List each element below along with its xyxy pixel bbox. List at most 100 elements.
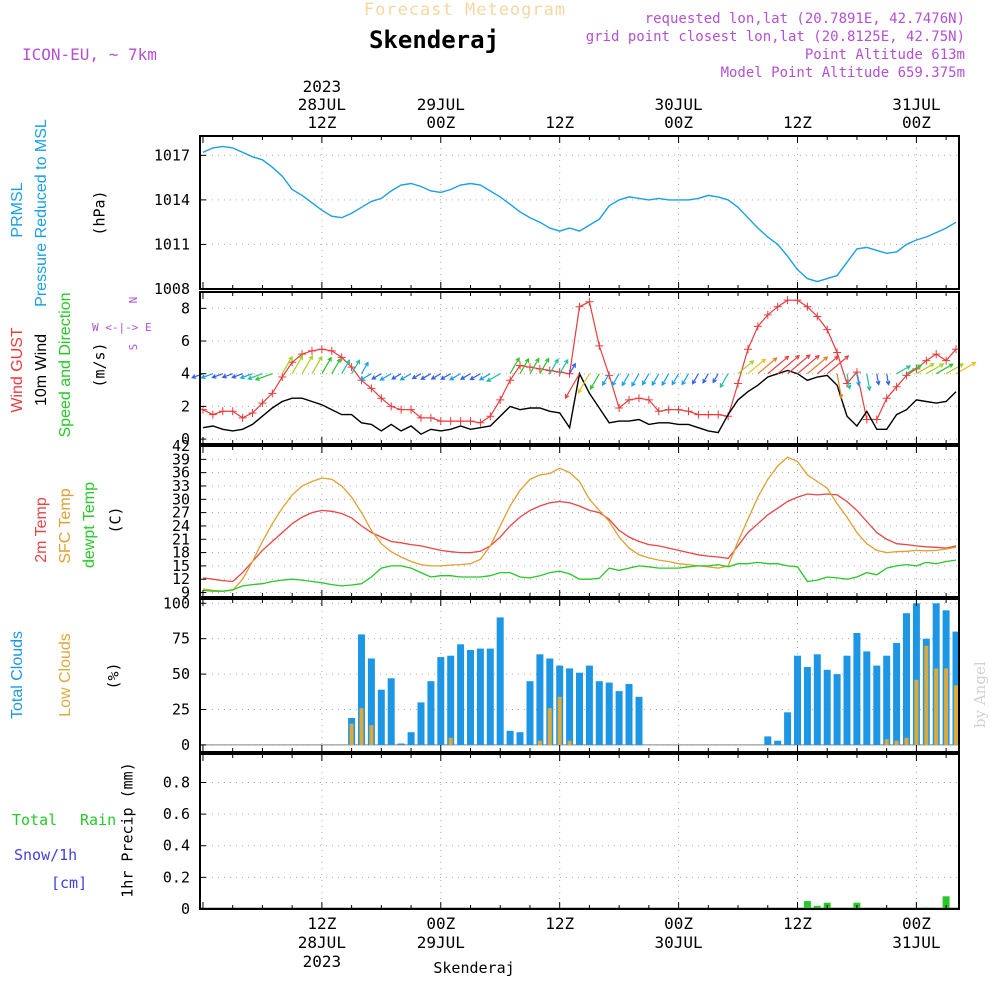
top-axis-hour-label: 00Z	[902, 113, 931, 132]
panel-frame	[199, 753, 960, 910]
wind-direction-arrow	[826, 355, 850, 375]
top-axis-date-label: 30JUL	[655, 95, 703, 114]
snow-unit-label: [cm]	[51, 874, 87, 892]
wind-direction-arrow	[311, 355, 323, 374]
grid-layer	[200, 136, 959, 909]
y-tick-label: 24	[172, 517, 190, 535]
wind-direction-arrow	[459, 373, 471, 380]
total-clouds-bar	[476, 648, 484, 745]
total-clouds-bar	[358, 634, 365, 745]
total-clouds-bar	[595, 681, 603, 745]
low-clouds-bar	[934, 668, 939, 745]
wind-gust-point	[525, 363, 534, 372]
wind-gust-point	[248, 408, 257, 417]
wind-direction-arrow	[885, 373, 891, 386]
wind-direction-arrow	[712, 373, 719, 384]
rain-bar	[813, 905, 821, 909]
wind-gust-point	[882, 394, 891, 403]
wind-direction-arrow	[221, 373, 233, 379]
low-clouds-bar	[359, 708, 364, 745]
total-clouds-bar	[784, 712, 792, 745]
compass-s-label: S	[127, 344, 140, 351]
low-clouds-bar	[537, 740, 542, 745]
total-clouds-bar	[605, 682, 613, 745]
wind-gust-point	[238, 413, 247, 422]
total-clouds-bar	[893, 642, 901, 745]
total-clouds-bar	[387, 678, 395, 745]
dewpt-temp-label: dewpt Temp	[81, 482, 98, 568]
wind-gust-point	[694, 410, 703, 419]
y-tick-label: 0.4	[163, 837, 190, 855]
wind-gust-point	[278, 372, 287, 381]
wind-gust-point	[674, 405, 683, 414]
total-clouds-bar	[377, 689, 385, 745]
y-tick-label: 12	[172, 570, 190, 588]
wind-direction-arrow	[777, 354, 801, 375]
y-tick-label: 50	[172, 665, 190, 683]
wind-direction-arrow	[681, 373, 690, 386]
wind-gust-point	[565, 369, 574, 378]
wind-gust-point	[327, 346, 336, 355]
panel-frame	[199, 291, 960, 445]
wind-direction-arrow	[440, 373, 452, 380]
low-clouds-bar	[349, 723, 354, 745]
rain-bar	[803, 901, 811, 909]
wind-gust-point	[337, 353, 346, 362]
wind-direction-arrow	[631, 373, 640, 387]
wind-gust-point	[307, 346, 316, 355]
panel-frame	[199, 445, 960, 598]
total-clouds-bar	[486, 648, 494, 745]
y-tick-label: 1011	[154, 235, 190, 253]
total-clouds-bar	[496, 617, 504, 745]
top-axis-hour-label: 12Z	[307, 113, 336, 132]
wind-direction-arrow	[360, 361, 369, 375]
wind-direction-arrow	[211, 373, 224, 379]
point-altitude: Point Altitude 613m	[805, 47, 965, 63]
y-tick-label: 36	[172, 464, 190, 482]
pressure-series-line	[202, 145, 957, 283]
wind-unit-label: (m/s)	[91, 342, 109, 387]
wind-direction-arrow	[846, 373, 852, 390]
top-axis-hour-label: 12Z	[783, 113, 812, 132]
total-clouds-bar	[615, 691, 623, 745]
low-clouds-bar	[954, 685, 958, 745]
y-tick-label: 25	[172, 701, 190, 719]
wind-direction-arrow	[509, 357, 520, 374]
total-clouds-bar	[576, 672, 583, 745]
wind-gust-point	[456, 417, 465, 426]
low-clouds-bar	[904, 737, 909, 745]
wind-direction-arrow	[916, 363, 935, 375]
total-clouds-bar	[863, 651, 871, 745]
y-tick-label: 33	[172, 477, 190, 495]
wind-gust-point	[773, 302, 782, 311]
wind-direction-arrow	[589, 373, 600, 390]
wind-direction-arrow	[411, 373, 422, 380]
total-clouds-bar	[437, 657, 445, 745]
bottom-axis-date-label: 28JUL	[298, 933, 346, 952]
total-clouds-bar	[397, 743, 405, 745]
wind-gust-point	[268, 389, 277, 398]
wind-direction-arrow	[866, 373, 872, 392]
wind-direction-arrow	[661, 373, 670, 387]
total-clouds-bar	[367, 658, 375, 745]
low-clouds-bar	[894, 740, 899, 745]
wind-direction-arrow	[671, 373, 680, 386]
wind-direction-arrow	[301, 354, 313, 374]
wind-gust-point	[684, 407, 693, 416]
total-clouds-bar	[417, 702, 425, 745]
wind-direction-arrow	[702, 373, 709, 384]
total-clouds-bar	[536, 654, 544, 745]
top-axis-date-label: 28JUL	[298, 95, 346, 114]
total-clouds-bar	[794, 655, 801, 745]
wind-gust-point	[516, 361, 525, 370]
wind-direction-arrow	[856, 373, 861, 387]
wind-gust-point	[496, 395, 505, 404]
total-clouds-bar	[526, 681, 534, 745]
wind-gust-point	[317, 345, 326, 354]
footer-location: Skenderaj	[433, 959, 514, 977]
low-clouds-bar	[369, 725, 374, 745]
wind-direction-arrow	[807, 356, 829, 375]
wind-gust-point	[634, 394, 643, 403]
grid-point-coordinates: grid point closest lon,lat (20.8125E, 42…	[586, 29, 965, 45]
wind-direction-arrow	[906, 364, 923, 375]
